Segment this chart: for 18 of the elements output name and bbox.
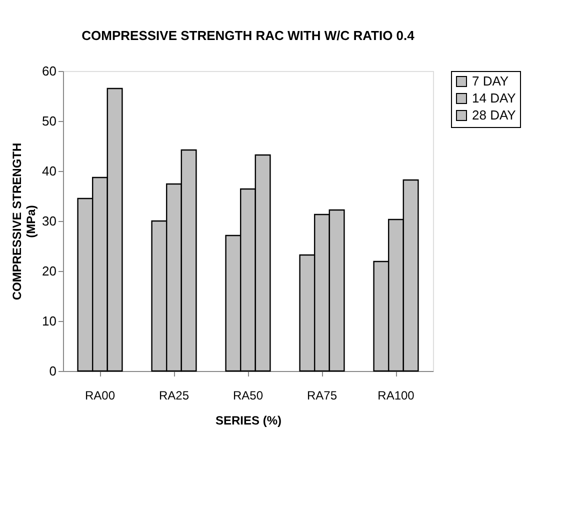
y-tick-label: 40 [42, 164, 56, 178]
x-tick-label: RA00 [84, 388, 116, 402]
x-tick-label: RA50 [232, 388, 264, 402]
chart-title: COMPRESSIVE STRENGTH RAC WITH W/C RATIO 0.4 [82, 28, 416, 43]
legend-label: 28 DAY [472, 108, 516, 122]
y-tick-label: 10 [42, 314, 56, 328]
y-tick-label: 50 [42, 114, 56, 128]
x-tick-label: RA100 [378, 388, 415, 402]
y-tick-label: 30 [42, 214, 56, 228]
x-axis-title: SERIES (%) [215, 414, 282, 428]
x-tick-label: RA75 [306, 388, 338, 402]
y-axis-title: COMPRESSIVE STRENGTH (MPa) [10, 142, 38, 300]
y-tick-label: 60 [42, 64, 56, 78]
y-tick-label: 20 [42, 264, 56, 278]
x-tick-label: RA25 [158, 388, 190, 402]
y-tick-label: 0 [49, 364, 56, 378]
legend-label: 14 DAY [472, 90, 516, 106]
legend-label: 7 DAY [472, 74, 509, 88]
